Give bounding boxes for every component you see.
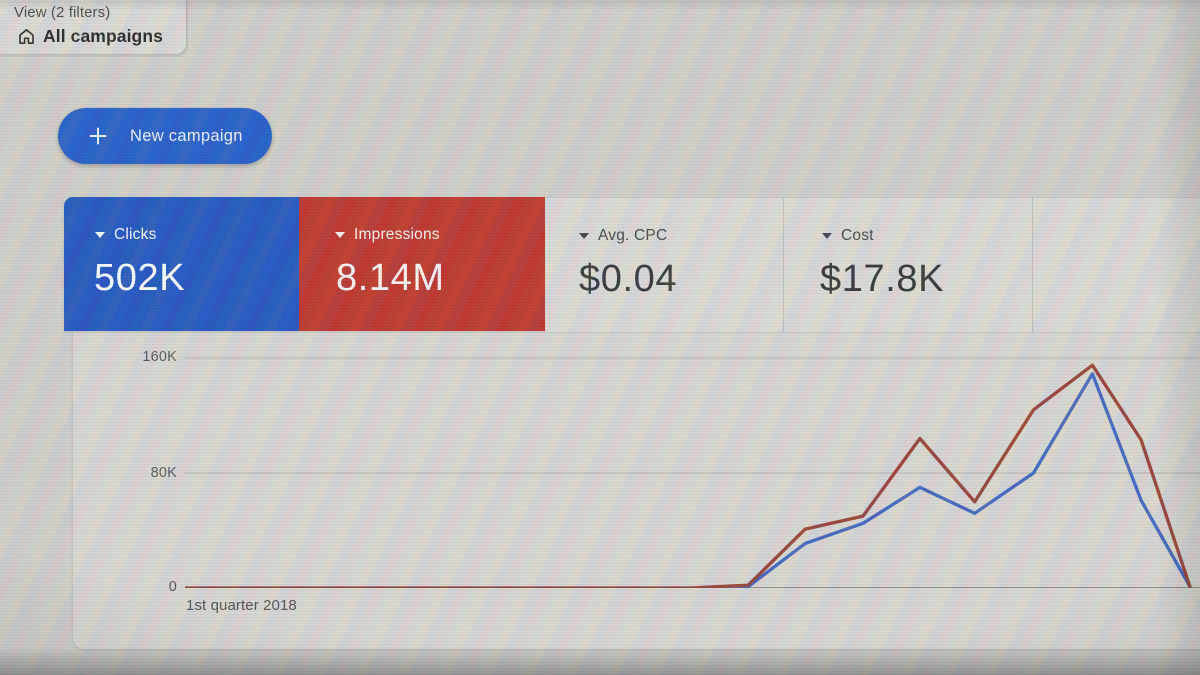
scorecard-label: Avg. CPC (598, 227, 668, 244)
chevron-down-icon (822, 233, 832, 239)
chevron-down-icon (335, 232, 345, 238)
new-campaign-button[interactable]: New campaign (58, 108, 272, 164)
view-filters-label[interactable]: View (2 filters) (14, 4, 111, 21)
scorecard-label: Impressions (354, 226, 440, 243)
scorecard-avg-cpc[interactable]: Avg. CPC $0.04 (545, 197, 783, 332)
chevron-down-icon (579, 233, 589, 239)
scorecard-value: $0.04 (579, 258, 678, 300)
scorecard-value: 502K (94, 257, 186, 299)
chart-canvas (185, 357, 1200, 588)
scorecard-value: 8.14M (336, 257, 445, 299)
series-line-impressions (185, 363, 1192, 588)
scorecard-cost[interactable]: Cost $17.8K (783, 197, 1032, 332)
scorecard-row: Clicks 502K Impressions 8.14M Avg. CPC $… (64, 197, 1200, 332)
scorecard-label: Clicks (114, 226, 157, 243)
x-axis-label: 1st quarter 2018 (186, 597, 297, 614)
y-axis-tick: 0 (168, 579, 177, 595)
home-icon (17, 27, 36, 46)
scorecard-avg-cpc-header[interactable]: Avg. CPC (579, 227, 667, 245)
scorecard-empty-slot (1032, 197, 1200, 332)
scorecard-clicks-header[interactable]: Clicks (95, 226, 157, 244)
y-axis-tick: 160K (142, 349, 177, 365)
campaign-scope-selector[interactable]: All campaigns (17, 26, 163, 47)
scorecard-impressions[interactable]: Impressions 8.14M (299, 197, 545, 331)
scorecard-clicks[interactable]: Clicks 502K (64, 197, 299, 331)
y-axis-tick: 80K (150, 465, 177, 481)
scope-label: All campaigns (43, 26, 163, 46)
series-line-clicks (185, 372, 1192, 588)
plus-icon (87, 125, 109, 147)
scorecard-cost-header[interactable]: Cost (822, 227, 874, 245)
scorecard-label: Cost (841, 227, 874, 244)
scorecard-impressions-header[interactable]: Impressions (335, 226, 440, 244)
filter-context-box: View (2 filters) All campaigns (0, 0, 187, 55)
performance-chart-card: 160K 80K 0 1st quarter 2018 (73, 331, 1200, 649)
new-campaign-label: New campaign (130, 126, 243, 145)
scorecard-value: $17.8K (820, 258, 945, 300)
chevron-down-icon (95, 232, 105, 238)
